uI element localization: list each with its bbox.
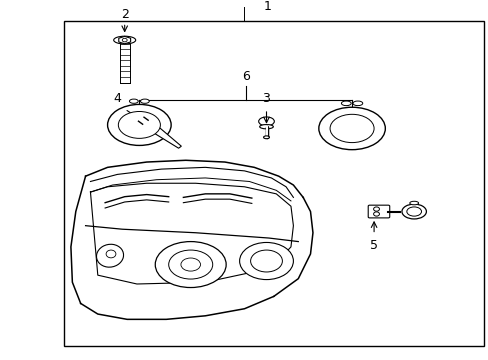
Circle shape [373,207,379,211]
Text: 2: 2 [121,8,128,21]
Ellipse shape [318,107,385,150]
Ellipse shape [352,101,362,105]
FancyBboxPatch shape [367,205,389,218]
Ellipse shape [409,201,418,205]
Ellipse shape [107,104,171,145]
Polygon shape [141,119,158,132]
Circle shape [373,212,379,216]
Ellipse shape [258,117,274,126]
Ellipse shape [106,250,116,258]
Text: 6: 6 [241,69,249,82]
Ellipse shape [239,243,293,280]
Ellipse shape [406,207,421,216]
Ellipse shape [341,101,350,105]
Ellipse shape [181,258,200,271]
Ellipse shape [263,136,269,139]
Text: 5: 5 [369,239,377,252]
Circle shape [122,38,127,42]
Bar [63,21,483,346]
Text: 4: 4 [113,93,121,105]
Ellipse shape [155,242,225,288]
Ellipse shape [401,204,426,219]
Ellipse shape [140,99,149,103]
Polygon shape [119,36,130,44]
Ellipse shape [329,114,373,143]
Text: 1: 1 [264,0,271,13]
Ellipse shape [113,36,136,44]
Ellipse shape [96,244,123,267]
Ellipse shape [250,250,282,272]
Polygon shape [150,126,181,148]
Ellipse shape [129,99,138,103]
Text: 3: 3 [262,93,270,105]
Ellipse shape [259,125,273,129]
Ellipse shape [168,250,212,279]
Ellipse shape [118,112,160,138]
